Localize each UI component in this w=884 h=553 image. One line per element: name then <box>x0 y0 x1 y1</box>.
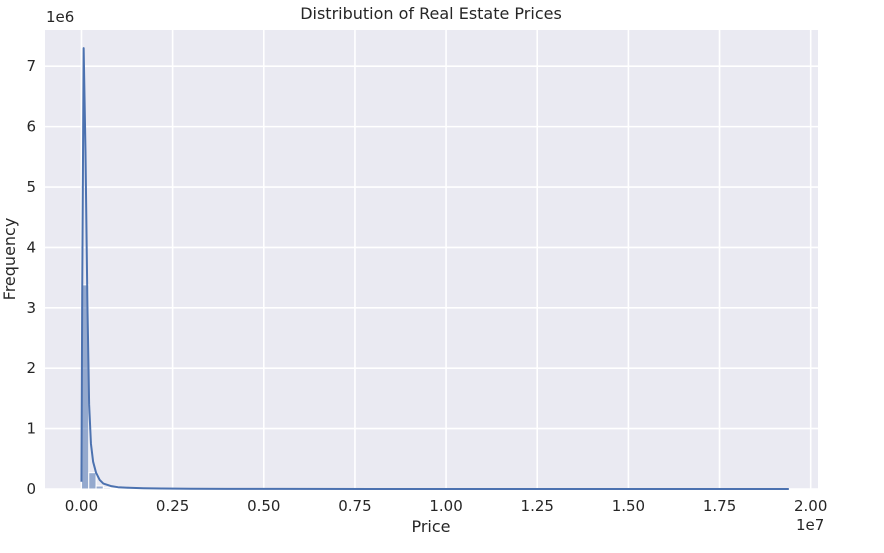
x-tick-label: 2.00 <box>794 497 827 515</box>
chart-title: Distribution of Real Estate Prices <box>300 4 562 23</box>
y-tick-label: 4 <box>26 238 36 256</box>
x-tick-label: 0.50 <box>247 497 280 515</box>
y-tick-label: 6 <box>26 118 36 136</box>
y-tick-label: 3 <box>26 299 36 317</box>
x-tick-label: 0.00 <box>65 497 98 515</box>
plot-background <box>45 30 818 489</box>
histogram-bar <box>110 487 119 490</box>
x-tick-label: 0.75 <box>338 497 371 515</box>
y-tick-label: 7 <box>26 57 36 75</box>
kde-line <box>80 47 789 490</box>
histogram-bar <box>102 487 112 490</box>
y-tick-label: 2 <box>26 359 36 377</box>
x-tick-label: 1.25 <box>521 497 554 515</box>
histogram-bar <box>88 472 97 490</box>
y-axis-label: Frequency <box>0 218 19 301</box>
x-tick-label: 1.00 <box>429 497 462 515</box>
x-tick-label: 1.75 <box>703 497 736 515</box>
x-tick-label: 0.25 <box>156 497 189 515</box>
histogram-bar <box>95 485 104 490</box>
y-tick-label: 0 <box>26 480 36 498</box>
kde-curve <box>80 47 789 490</box>
x-axis-label: Price <box>411 517 450 536</box>
y-tick-label: 5 <box>26 178 36 196</box>
y-tick-label: 1 <box>26 420 36 438</box>
x-offset-label: 1e7 <box>796 516 824 534</box>
x-tick-label: 1.50 <box>612 497 645 515</box>
y-offset-label: 1e6 <box>46 8 74 26</box>
tick-labels: 0.00 0.25 0.50 0.75 1.00 1.25 1.50 1.75 2.00 0 1 2 3… <box>26 57 827 515</box>
grid-lines <box>45 30 818 490</box>
